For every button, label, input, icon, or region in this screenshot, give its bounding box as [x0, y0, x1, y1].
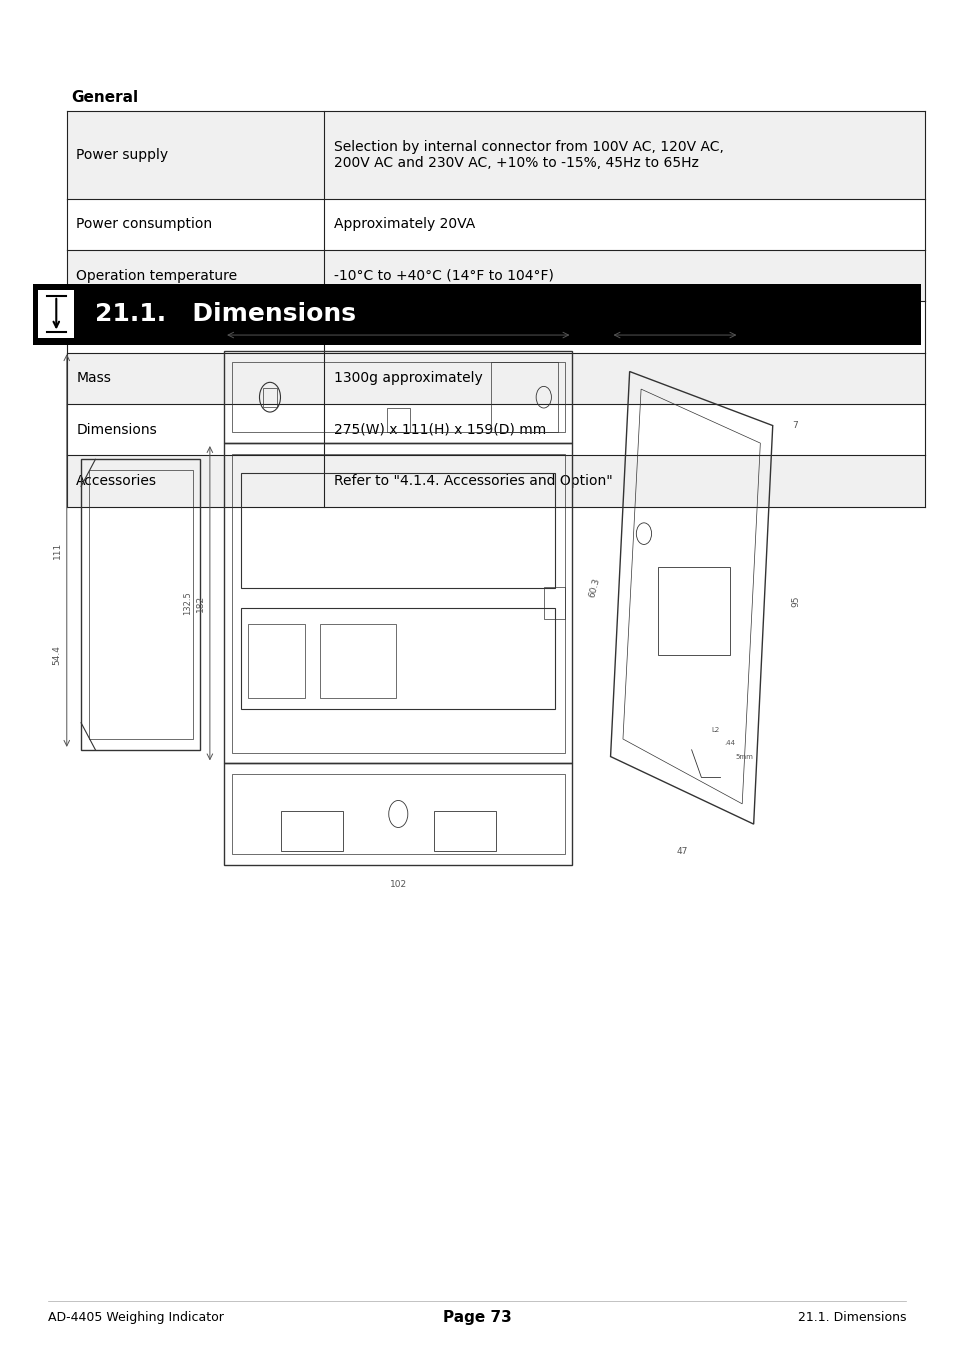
Text: 54.4: 54.4 — [52, 646, 62, 665]
Text: Refer to "4.1.4. Accessories and Option": Refer to "4.1.4. Accessories and Option" — [334, 474, 612, 488]
Text: 7: 7 — [791, 422, 797, 430]
Bar — [232, 362, 564, 432]
Bar — [434, 811, 496, 851]
Text: L2: L2 — [711, 727, 719, 732]
Text: Page 73: Page 73 — [442, 1309, 511, 1325]
Text: 5mm: 5mm — [735, 754, 752, 759]
Bar — [491, 362, 558, 432]
Bar — [241, 473, 555, 588]
Bar — [232, 774, 564, 854]
Text: Approximately 20VA: Approximately 20VA — [334, 218, 475, 231]
Bar — [67, 353, 924, 404]
Text: Power consumption: Power consumption — [76, 218, 213, 231]
Text: General: General — [71, 91, 138, 105]
Text: 275(W) x 111(H) x 159(D) mm: 275(W) x 111(H) x 159(D) mm — [334, 423, 545, 436]
Bar — [67, 111, 924, 199]
Text: 47: 47 — [676, 847, 687, 855]
Text: .44: .44 — [723, 740, 735, 746]
Bar — [281, 811, 343, 851]
Text: Operation humidity: Operation humidity — [76, 320, 212, 334]
Text: 60.3: 60.3 — [587, 577, 600, 598]
Bar — [241, 608, 555, 709]
Bar — [67, 301, 924, 353]
Text: 21.1. Dimensions: 21.1. Dimensions — [797, 1310, 905, 1324]
Text: Dimensions: Dimensions — [76, 423, 157, 436]
Text: 182: 182 — [195, 594, 205, 612]
Bar — [33, 284, 920, 345]
Bar — [38, 290, 74, 338]
Bar — [89, 470, 193, 739]
Bar — [386, 408, 409, 432]
Bar — [232, 454, 564, 753]
Bar — [67, 199, 924, 250]
Bar — [224, 351, 572, 443]
Text: 275: 275 — [390, 320, 406, 330]
Bar — [224, 443, 572, 763]
Text: 132.5: 132.5 — [183, 592, 193, 615]
Text: Selection by internal connector from 100V AC, 120V AC,
200V AC and 230V AC, +10%: Selection by internal connector from 100… — [334, 139, 723, 170]
Bar — [263, 388, 276, 407]
Text: Operation temperature: Operation temperature — [76, 269, 237, 282]
Text: Mass: Mass — [76, 372, 112, 385]
Text: Power supply: Power supply — [76, 147, 169, 162]
Bar — [67, 455, 924, 507]
Text: -10°C to +40°C (14°F to 104°F): -10°C to +40°C (14°F to 104°F) — [334, 269, 553, 282]
Bar — [81, 459, 200, 750]
Text: 97: 97 — [666, 320, 678, 330]
Bar — [224, 763, 572, 865]
Text: 23: 23 — [585, 320, 597, 330]
Text: 111: 111 — [52, 542, 62, 559]
Bar — [319, 624, 395, 698]
Bar — [658, 567, 729, 655]
Text: 102: 102 — [390, 881, 406, 889]
Text: 85% R.H. (no condensation): 85% R.H. (no condensation) — [334, 320, 527, 334]
Text: Accessories: Accessories — [76, 474, 157, 488]
Bar — [67, 250, 924, 301]
Bar — [67, 404, 924, 455]
Text: AD-4405 Weighing Indicator: AD-4405 Weighing Indicator — [48, 1310, 223, 1324]
Bar — [543, 586, 564, 619]
Bar — [248, 624, 305, 698]
Text: 95: 95 — [791, 596, 800, 607]
Text: 21.1.   Dimensions: 21.1. Dimensions — [95, 303, 356, 326]
Text: 1300g approximately: 1300g approximately — [334, 372, 482, 385]
